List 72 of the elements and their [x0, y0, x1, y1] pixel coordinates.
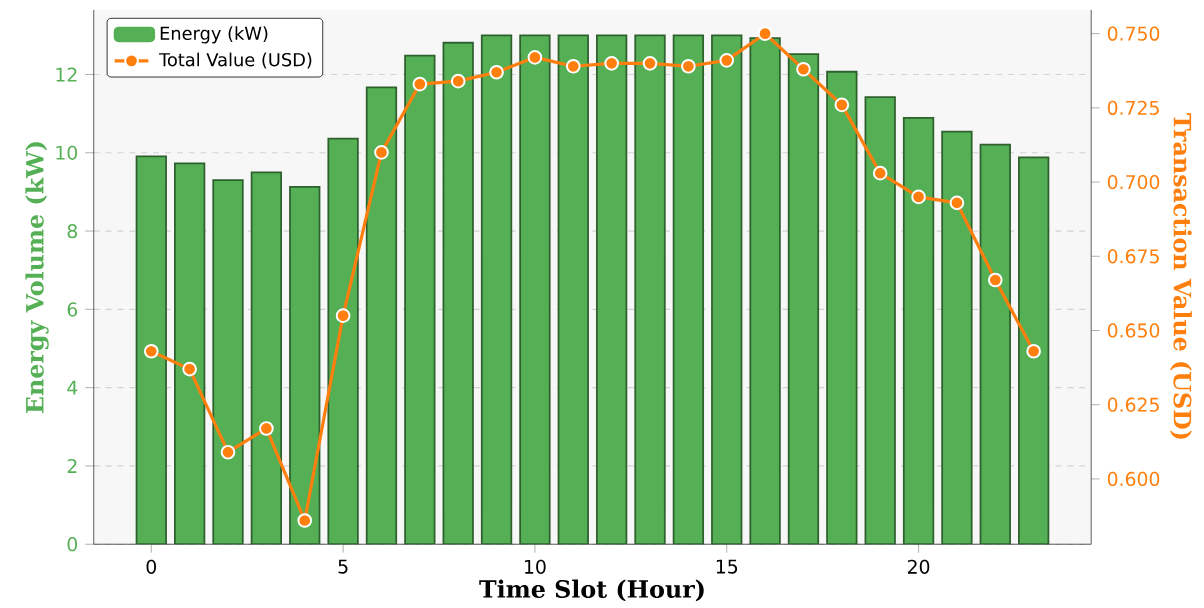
point — [143, 344, 159, 359]
bar — [595, 34, 628, 545]
y-axis-title: Energy Volume (kW) — [25, 142, 49, 414]
legend-label: Total Value (USD) — [158, 52, 312, 69]
point — [1026, 344, 1041, 359]
point — [987, 272, 1003, 288]
bar — [327, 137, 359, 545]
y2-tick-label: 0.750 — [1107, 26, 1160, 41]
bar — [289, 185, 321, 545]
point — [604, 56, 619, 71]
bar — [864, 96, 896, 545]
y-tick-label: 12 — [56, 67, 77, 82]
point — [182, 361, 197, 377]
bar — [557, 34, 589, 545]
point — [834, 97, 850, 113]
x-tick-label: 15 — [716, 559, 738, 574]
y2-tick-label: 0.675 — [1107, 249, 1159, 264]
bar — [365, 86, 398, 545]
y2-tick-label: 0.600 — [1107, 471, 1160, 487]
bar — [173, 162, 206, 545]
point — [297, 513, 313, 528]
bar — [711, 34, 743, 545]
bar — [941, 130, 973, 545]
point — [220, 444, 236, 460]
x-tick-label: 0 — [146, 559, 157, 574]
bar — [404, 54, 436, 545]
point — [489, 64, 504, 80]
y2-tick-label: 0.625 — [1107, 397, 1159, 412]
point — [412, 76, 428, 92]
bar — [787, 53, 820, 545]
bar — [902, 117, 935, 545]
bar — [1017, 156, 1050, 545]
point — [949, 195, 965, 211]
point — [374, 145, 389, 160]
x-tick-label: 10 — [525, 559, 546, 574]
y-tick-label: 0 — [67, 537, 78, 552]
bar — [826, 70, 858, 545]
point — [757, 26, 773, 41]
bar — [250, 171, 283, 545]
y-tick-label: 4 — [67, 380, 78, 395]
bar — [212, 179, 244, 545]
legend-label: Energy (kW) — [160, 26, 268, 44]
y2-tick-label: 0.725 — [1107, 100, 1159, 116]
point — [450, 73, 466, 89]
y2-axis-title: Transaction Value (USD) — [1170, 113, 1192, 439]
y2-tick-label: 0.650 — [1107, 323, 1160, 338]
bar — [672, 34, 705, 545]
x-tick-label: 20 — [907, 559, 930, 574]
point — [796, 61, 811, 77]
point — [335, 308, 351, 324]
y2-tick-label: 0.700 — [1107, 174, 1160, 190]
y-tick-label: 10 — [56, 145, 78, 160]
point — [719, 53, 735, 68]
point — [527, 50, 543, 65]
bar — [135, 155, 167, 545]
bar — [634, 34, 666, 545]
y-tick-label: 2 — [67, 459, 77, 473]
point — [872, 165, 888, 181]
bar — [749, 37, 781, 545]
point — [565, 59, 581, 74]
point — [259, 421, 274, 436]
point — [681, 59, 696, 74]
y-tick-label: 8 — [67, 223, 78, 239]
bar — [442, 41, 474, 545]
bar — [480, 34, 513, 545]
x-axis-title: Time Slot (Hour) — [479, 579, 704, 602]
bar — [519, 34, 551, 545]
point — [911, 189, 926, 205]
y-tick-label: 6 — [67, 302, 78, 317]
x-tick-label: 5 — [338, 559, 348, 574]
bar — [979, 143, 1011, 545]
point — [642, 56, 658, 71]
